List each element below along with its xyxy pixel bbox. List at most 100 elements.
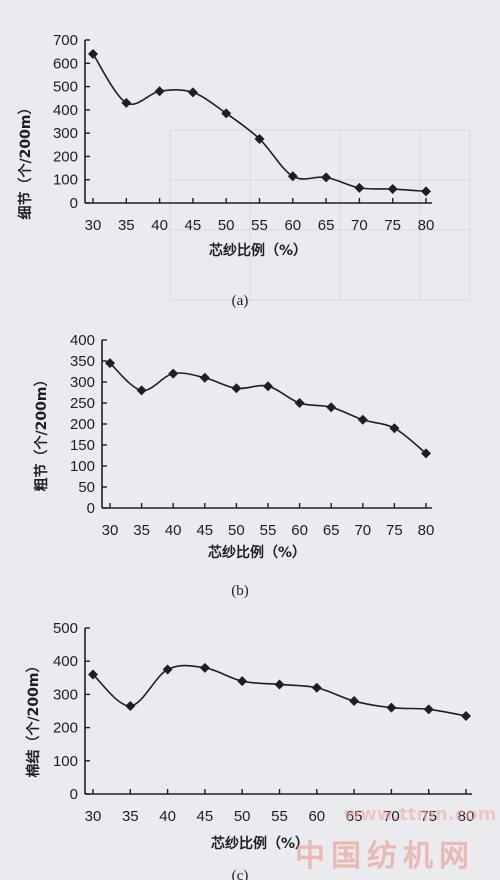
chart-a-x-ticks: 30 35 40 45 50 55 60 65 70 75 80: [85, 198, 434, 234]
chart-c-caption: (c): [232, 868, 249, 880]
data-point: [461, 710, 471, 721]
x-tick-label: 60: [284, 217, 301, 234]
x-tick-label: 35: [122, 808, 139, 825]
x-tick-label: 65: [318, 217, 335, 234]
data-point: [423, 704, 434, 715]
x-tick-label: 55: [251, 217, 268, 234]
y-tick-label: 0: [87, 500, 95, 517]
y-tick-label: 0: [70, 786, 78, 803]
data-point: [357, 414, 368, 425]
x-tick-label: 75: [384, 217, 401, 234]
data-point: [121, 97, 132, 108]
x-tick-label: 45: [185, 217, 202, 234]
x-tick-label: 65: [323, 522, 340, 539]
y-tick-label: 350: [70, 353, 95, 370]
x-tick-label: 50: [234, 808, 251, 825]
watermark: www.ttmn.com 中国纺机网: [295, 804, 496, 874]
x-tick-label: 65: [346, 808, 363, 825]
y-tick-label: 400: [53, 653, 78, 670]
data-point: [311, 682, 322, 693]
x-tick-label: 75: [420, 808, 437, 825]
x-tick-label: 50: [218, 217, 235, 234]
x-tick-label: 80: [418, 522, 435, 539]
y-tick-label: 400: [53, 102, 78, 119]
data-point: [354, 182, 365, 193]
data-point: [154, 86, 165, 97]
chart-a-ylabel: 细节（个/200m）: [17, 101, 34, 220]
watermark-name: 中国纺机网: [295, 839, 475, 874]
y-tick-label: 600: [53, 55, 78, 72]
x-tick-label: 35: [133, 522, 150, 539]
chart-a-caption: (a): [232, 293, 249, 309]
x-tick-label: 75: [386, 522, 403, 539]
data-point: [199, 662, 210, 673]
x-tick-label: 55: [271, 808, 288, 825]
x-tick-label: 70: [351, 217, 368, 234]
data-point: [287, 171, 298, 182]
data-point: [231, 383, 242, 394]
x-tick-label: 60: [291, 522, 308, 539]
x-tick-label: 40: [165, 522, 182, 539]
x-tick-label: 70: [383, 808, 400, 825]
x-tick-label: 30: [102, 522, 119, 539]
data-point: [263, 381, 273, 392]
x-tick-label: 30: [85, 217, 102, 234]
chart-b-xlabel: 芯纱比例（%）: [208, 544, 306, 561]
data-point: [125, 701, 136, 712]
chart-a-y-ticks: 0 100 200 300 400 500 600 700: [53, 32, 90, 212]
y-tick-label: 700: [53, 32, 78, 49]
y-tick-label: 50: [78, 479, 95, 496]
data-point: [326, 402, 337, 413]
y-tick-label: 300: [53, 125, 78, 142]
x-tick-label: 60: [308, 808, 325, 825]
data-point: [386, 702, 397, 713]
y-tick-label: 400: [70, 332, 95, 349]
series-line: [92, 664, 467, 717]
chart-c-series: [88, 662, 471, 721]
data-point: [88, 669, 98, 680]
chart-b-ylabel: 粗节（个/200m）: [33, 373, 50, 492]
y-tick-label: 300: [70, 374, 95, 391]
data-point: [421, 186, 431, 197]
series-line: [109, 362, 427, 455]
series-line: [92, 53, 427, 193]
data-point: [274, 679, 285, 690]
chart-neps: 棉结（个/200m） 0 100 200 300 400 500 30 35 40 45 50 55…: [25, 620, 474, 880]
x-tick-label: 50: [228, 522, 245, 539]
x-tick-label: 30: [85, 808, 102, 825]
chart-c-y-ticks: 0 100 200 300 400 500: [53, 620, 90, 803]
data-point: [105, 358, 115, 369]
watermark-url: www.ttmn.com: [344, 804, 497, 825]
chart-c-ylabel: 棉结（个/200m）: [25, 659, 42, 778]
chart-thin-places: 细节（个/200m） 0 100 200 300 400 500 600 700 30 35 40…: [17, 32, 434, 309]
data-point: [221, 108, 232, 119]
chart-b-x-ticks: 30 35 40 45 50 55 60 65 70 75 80: [102, 503, 435, 539]
data-point: [421, 448, 431, 459]
y-tick-label: 150: [70, 437, 95, 454]
data-point: [294, 398, 305, 408]
y-tick-label: 100: [53, 753, 78, 770]
y-tick-label: 300: [53, 686, 78, 703]
data-point: [389, 423, 400, 434]
x-tick-label: 45: [197, 808, 214, 825]
data-point: [199, 372, 210, 383]
chart-c-xlabel: 芯纱比例（%）: [211, 835, 309, 852]
chart-b-series: [105, 358, 431, 459]
data-point: [237, 676, 248, 687]
chart-b-y-ticks: 0 50 100 150 200 250 300 350 400: [70, 332, 107, 517]
chart-thick-places: 粗节（个/200m） 0 50 100 150 200 250 300 350 400 30 35…: [33, 332, 434, 599]
chart-a-xlabel: 芯纱比例（%）: [209, 242, 307, 259]
data-point: [387, 184, 398, 195]
y-tick-label: 250: [70, 395, 95, 412]
y-tick-label: 200: [70, 416, 95, 433]
data-point: [349, 696, 360, 707]
y-tick-label: 500: [53, 79, 78, 96]
data-point: [168, 368, 179, 379]
x-tick-label: 70: [354, 522, 371, 539]
data-point: [88, 48, 98, 59]
y-tick-label: 0: [70, 195, 78, 212]
y-tick-label: 100: [70, 458, 95, 475]
data-point: [187, 87, 198, 98]
y-tick-label: 200: [53, 148, 78, 165]
